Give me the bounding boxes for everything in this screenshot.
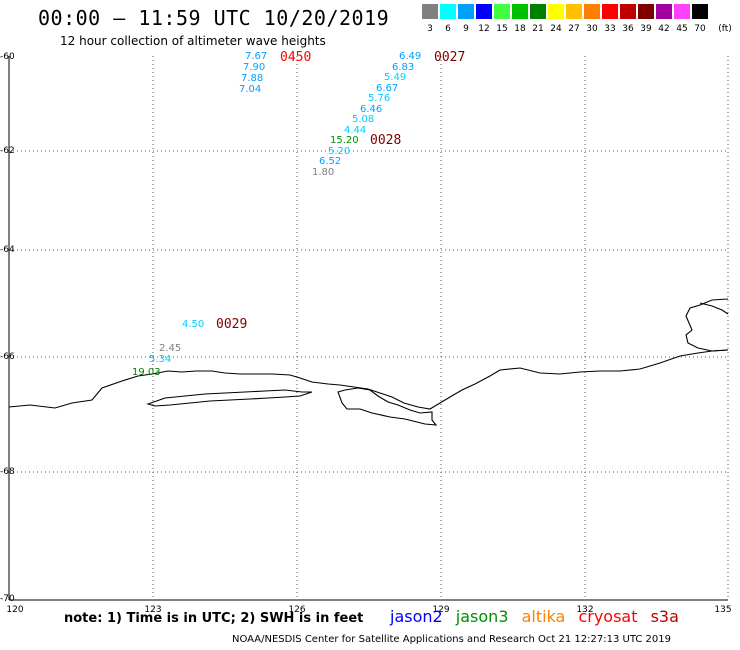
legend-swatch-label: 9 (463, 24, 469, 34)
legend-swatch-label: 3 (427, 24, 433, 34)
legend-swatch-label: 21 (532, 24, 544, 34)
swh-reading: 4.44 (344, 125, 367, 136)
lon-label-135: 135 (714, 605, 732, 615)
legend-swatch (458, 4, 474, 19)
swh-reading: 19.03 (132, 367, 161, 378)
swh-reading: 7.88 (241, 73, 264, 84)
pass-time-label: 0029 (216, 317, 248, 332)
legend-swatch-label: 33 (604, 24, 616, 34)
legend-swatch-label: 36 (622, 24, 634, 34)
satellite-jason2: jason2 (390, 607, 443, 626)
satellite-altika: altika (521, 607, 566, 626)
legend-swatch-label: 6 (445, 24, 451, 34)
legend-swatch (422, 4, 438, 19)
legend-swatch (638, 4, 654, 19)
swh-reading: 5.20 (328, 146, 351, 157)
lon-label-132: 132 (576, 605, 594, 615)
legend-swatch (620, 4, 636, 19)
legend-swatch-label: 30 (586, 24, 598, 34)
satellite-jason3: jason3 (455, 607, 509, 626)
swh-reading: 6.67 (376, 83, 399, 94)
swh-reading: 5.49 (384, 72, 407, 83)
legend-swatch (440, 4, 456, 19)
swh-reading: 2.45 (159, 343, 182, 354)
swh-reading: 15.20 (330, 135, 359, 146)
legend-unit: (ft) (718, 24, 732, 34)
swh-reading: 6.49 (399, 51, 422, 62)
legend-swatch-label: 12 (478, 24, 490, 34)
swh-reading: 7.90 (243, 62, 266, 73)
pass-time-label: 0450 (280, 50, 312, 65)
lat-label-64: -64 (0, 245, 15, 255)
chart-title: 00:00 – 11:59 UTC 10/20/2019 (38, 6, 390, 30)
legend-swatch (566, 4, 582, 19)
lon-label-120: 120 (6, 605, 24, 615)
satellite-cryosat: cryosat (578, 607, 638, 626)
pass-time-label: 0028 (370, 133, 402, 148)
legend-swatch-label: 24 (550, 24, 562, 34)
satellite-s3a: s3a (650, 607, 679, 626)
legend-swatch (494, 4, 510, 19)
legend-swatch-label: 39 (640, 24, 652, 34)
legend-swatch-label: 45 (676, 24, 688, 34)
lat-label-70: -70 (0, 594, 15, 604)
swh-reading: 5.34 (149, 354, 172, 365)
map-frame (8, 56, 728, 601)
pass-time-label: 0027 (434, 50, 466, 65)
swh-reading: 6.46 (360, 104, 383, 115)
swh-reading: 4.50 (182, 319, 205, 330)
swh-reading: 6.52 (319, 156, 342, 167)
legend-swatch (656, 4, 672, 19)
legend-swatch (512, 4, 528, 19)
lon-label-129: 129 (432, 605, 450, 615)
legend-swatch (476, 4, 492, 19)
legend-swatch (602, 4, 618, 19)
lon-label-123: 123 (144, 605, 162, 615)
lat-label-62: -62 (0, 146, 15, 156)
legend-swatch (530, 4, 546, 19)
swh-reading: 1.80 (312, 167, 335, 178)
legend-swatch-label: 70 (694, 24, 706, 34)
coastline (8, 298, 729, 426)
legend-swatch (548, 4, 564, 19)
satellite-legend: jason2 jason3 altika cryosat s3a (390, 607, 687, 626)
footnote: note: 1) Time is in UTC; 2) SWH is in fe… (64, 611, 364, 626)
lon-label-126: 126 (288, 605, 306, 615)
swh-reading: 5.76 (368, 93, 391, 104)
legend-swatch-label: 42 (658, 24, 670, 34)
legend-swatch (692, 4, 708, 19)
chart-subtitle: 12 hour collection of altimeter wave hei… (60, 34, 326, 48)
swh-reading: 7.04 (239, 84, 262, 95)
credit-line: NOAA/NESDIS Center for Satellite Applica… (232, 634, 671, 645)
graticule (9, 56, 729, 600)
swh-reading: 7.67 (245, 51, 268, 62)
legend-swatch (584, 4, 600, 19)
swh-reading: 5.08 (352, 114, 375, 125)
lat-label-66: -66 (0, 352, 15, 362)
lat-label-60: -60 (0, 52, 15, 62)
legend-swatch-label: 18 (514, 24, 526, 34)
legend-swatch-label: 15 (496, 24, 508, 34)
legend-swatch (674, 4, 690, 19)
swh-reading: 6.83 (392, 62, 415, 73)
legend-swatch-label: 27 (568, 24, 580, 34)
lat-label-68: -68 (0, 467, 15, 477)
